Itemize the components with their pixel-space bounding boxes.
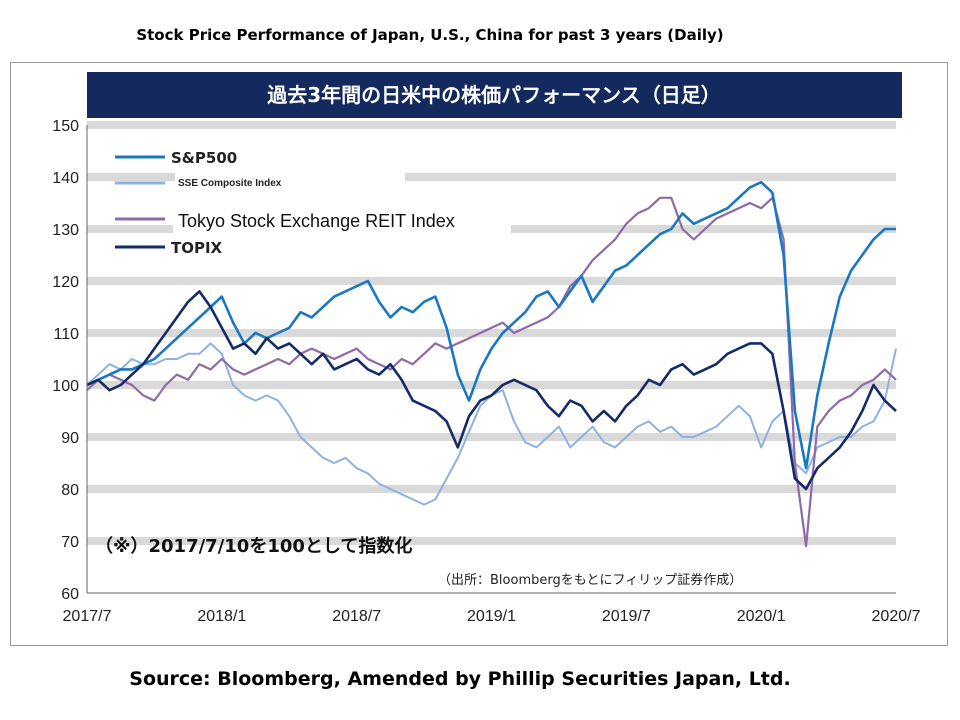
gridline-80 xyxy=(87,485,896,493)
gridline-100 xyxy=(87,381,896,389)
y-tick-labels: 60 70 80 90 100 110 120 130 140 150 xyxy=(52,118,79,603)
gridline-90 xyxy=(87,433,896,441)
gridline-140 xyxy=(87,173,896,181)
legend-label-reit: Tokyo Stock Exchange REIT Index xyxy=(178,211,455,231)
y-tick-label: 70 xyxy=(61,534,79,551)
y-tick-label: 80 xyxy=(61,482,79,499)
top-title: Stock Price Performance of Japan, U.S., … xyxy=(136,26,724,44)
x-tick-label: 2019/1 xyxy=(467,608,516,625)
y-tick-label: 120 xyxy=(52,274,79,291)
x-tick-label: 2017/7 xyxy=(63,608,112,625)
series-line-0 xyxy=(86,180,896,470)
x-tick-label: 2018/1 xyxy=(197,608,246,625)
x-tick-labels: 2017/7 2018/1 2018/7 2019/1 2019/7 2020/1 2020… xyxy=(63,608,921,625)
legend-sse-bg xyxy=(175,173,405,190)
source-caption: Source: Bloomberg, Amended by Phillip Se… xyxy=(129,668,791,690)
y-tick-label: 140 xyxy=(52,170,79,187)
y-tick-label: 150 xyxy=(52,118,79,135)
series-line-2 xyxy=(86,196,897,548)
x-tick-label: 2018/7 xyxy=(332,608,381,625)
y-tick-label: 100 xyxy=(52,378,79,395)
legend-label-sp500: S&P500 xyxy=(171,149,237,167)
series-layer xyxy=(86,180,897,548)
y-tick-label: 130 xyxy=(52,222,79,239)
chart-frame: 過去3年間の日米中の株価パフォーマンス（日足） 60 70 80 90 100 110 12… xyxy=(10,62,948,646)
gridline-150 xyxy=(87,121,896,129)
chart-title-banner xyxy=(87,72,902,118)
legend-label-sse: SSE Composite Index xyxy=(178,178,282,189)
index-note: （※）2017/7/10を100として指数化 xyxy=(95,535,412,557)
chart-title: 過去3年間の日米中の株価パフォーマンス（日足） xyxy=(267,83,721,107)
chart-svg: 過去3年間の日米中の株価パフォーマンス（日足） 60 70 80 90 100 110 12… xyxy=(52,72,921,625)
x-tick-label: 2020/1 xyxy=(737,608,786,625)
legend-label-topix: TOPIX xyxy=(171,239,223,257)
source-note: （出所：Bloombergをもとにフィリップ証券作成） xyxy=(438,572,742,588)
series-line-3 xyxy=(86,290,897,491)
y-tick-label: 110 xyxy=(53,326,79,343)
x-tick-label: 2019/7 xyxy=(602,608,651,625)
x-tick-label: 2020/7 xyxy=(872,608,921,625)
gridline-70 xyxy=(87,537,896,545)
legend: S&P500 SSE Composite Index Tokyo Stock E… xyxy=(115,149,511,257)
legend-reit-bg xyxy=(173,206,511,234)
y-tick-label: 60 xyxy=(61,586,79,603)
y-tick-label: 90 xyxy=(61,430,79,447)
gridline-120 xyxy=(87,277,896,285)
gridline-110 xyxy=(87,329,896,337)
